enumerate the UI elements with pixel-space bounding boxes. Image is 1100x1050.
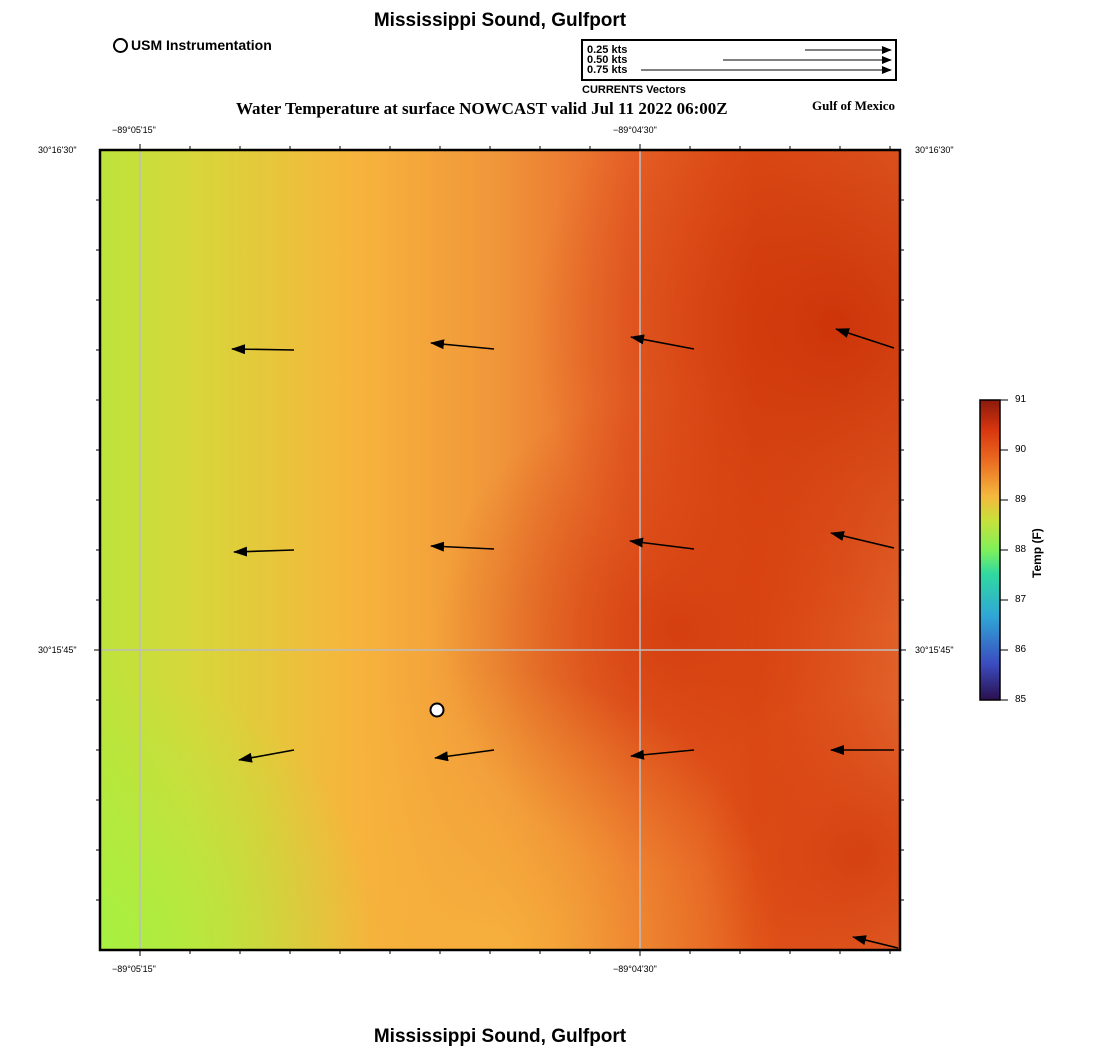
map-subtitle: Water Temperature at surface NOWCAST val… <box>236 99 728 118</box>
y-tick-label-right: 30°16'30" <box>915 145 954 155</box>
station-legend-label: USM Instrumentation <box>131 37 272 53</box>
colorbar-title: Temp (F) <box>1030 528 1044 578</box>
current-vector <box>630 334 695 350</box>
colorbar-tick-label: 85 <box>1015 694 1027 705</box>
current-vector <box>830 531 895 549</box>
current-vector <box>231 344 295 355</box>
vector-scale-label: 0.25 kts <box>587 44 628 56</box>
map-title: Mississippi Sound, Gulfport <box>373 10 627 31</box>
y-tick-label-right: 30°15'45" <box>915 645 954 655</box>
graticule <box>100 150 900 950</box>
station-legend: USM Instrumentation <box>113 37 272 53</box>
current-vector <box>238 749 295 763</box>
x-tick-label-bottom: −89°04'30" <box>613 964 657 974</box>
vector-scale-legend: 0.25 kts 0.50 kts 0.75 kts <box>581 39 897 81</box>
y-tick-label-left: 30°15'45" <box>38 645 77 655</box>
x-tick-label-top: −89°05'15" <box>112 125 156 135</box>
colorbar-tick-label: 91 <box>1015 394 1027 405</box>
colorbar <box>979 399 1008 701</box>
vector-scale-arrows <box>641 46 892 74</box>
colorbar-tick-label: 87 <box>1015 594 1027 605</box>
station-marker-icon[interactable] <box>429 702 445 718</box>
vector-scale-label: 0.50 kts <box>587 54 628 66</box>
colorbar-tick-label: 86 <box>1015 644 1027 655</box>
current-vector <box>233 546 295 557</box>
x-tick-label-bottom: −89°05'15" <box>112 964 156 974</box>
axis-ticks <box>94 144 906 956</box>
current-vector <box>630 749 695 760</box>
current-vectors <box>231 328 899 949</box>
current-vector <box>430 339 495 350</box>
x-tick-label-top: −89°04'30" <box>613 125 657 135</box>
station-marker-icon <box>113 37 128 53</box>
current-vector <box>852 935 899 949</box>
current-vector <box>629 537 695 550</box>
colorbar-tick-label: 89 <box>1015 494 1027 505</box>
current-vector <box>434 749 495 762</box>
vector-legend-caption: CURRENTS Vectors <box>582 84 686 96</box>
colorbar-tick-label: 90 <box>1015 444 1027 455</box>
temperature-raster <box>100 150 900 950</box>
map-footer-title: Mississippi Sound, Gulfport <box>373 1026 627 1047</box>
current-vector <box>835 328 895 349</box>
y-tick-label-left: 30°16'30" <box>38 145 77 155</box>
region-label: Gulf of Mexico <box>812 98 896 113</box>
vector-scale-label: 0.75 kts <box>587 64 628 76</box>
current-vector <box>430 541 495 552</box>
colorbar-tick-label: 88 <box>1015 544 1027 555</box>
